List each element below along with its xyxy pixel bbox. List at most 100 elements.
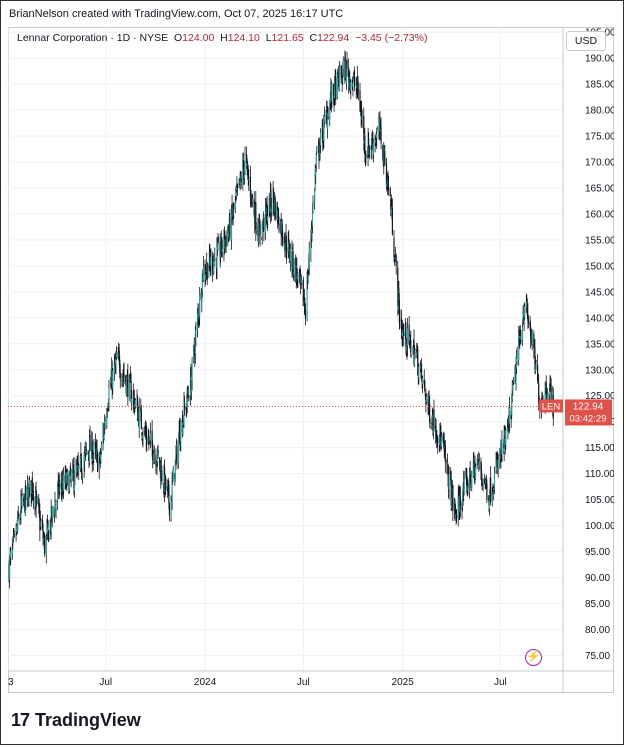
candle-body (357, 89, 359, 92)
low-label: L (265, 32, 272, 44)
candle-body (15, 534, 17, 536)
candle-body (151, 430, 153, 447)
currency-button[interactable]: USD (566, 31, 606, 51)
candle-body (408, 324, 410, 344)
candle-body (482, 481, 484, 483)
candle-body (220, 252, 222, 258)
candle-body (123, 373, 125, 377)
footer-brand: 17 TradingView (11, 710, 141, 731)
candle-body (413, 340, 415, 364)
candle-body (253, 199, 255, 215)
candle-body (42, 531, 44, 540)
candle-body (544, 386, 546, 403)
candle-body (142, 435, 144, 439)
candle-body (399, 320, 401, 322)
candle-body (208, 268, 210, 278)
candle-body (225, 235, 227, 247)
candle-body (387, 175, 389, 190)
candle-body (13, 532, 16, 535)
candle-body (38, 498, 40, 507)
candle-body (161, 470, 163, 481)
candle-body (195, 329, 197, 338)
candle-body (131, 398, 133, 403)
candle-body (454, 511, 457, 515)
candle-body (364, 135, 366, 153)
candle-body (119, 372, 121, 379)
candle-body (132, 394, 134, 402)
candle-body (152, 444, 154, 461)
candle-body (95, 448, 98, 456)
candle-body (44, 535, 46, 555)
candle-body (45, 535, 47, 555)
candle-body (292, 250, 294, 273)
candle-body (375, 141, 377, 143)
candle-body (55, 502, 57, 508)
candle-body (204, 264, 206, 276)
candle-body (474, 467, 477, 479)
candle-body (240, 178, 242, 183)
candle-body (365, 154, 367, 158)
candle-body (549, 385, 551, 388)
symbol-legend[interactable]: Lennar Corporation · 1D · NYSE O124.00 H… (17, 32, 427, 44)
candle-body (31, 478, 33, 493)
candle-body (342, 60, 344, 69)
candle-body (217, 242, 219, 249)
candle-body (406, 328, 409, 346)
candle-body (323, 116, 325, 122)
candle-body (369, 146, 371, 150)
candle-body (450, 470, 452, 480)
candle-body (171, 481, 173, 501)
candle-body (393, 237, 395, 258)
price-chart[interactable]: 75.00 80.00 85.00 90.00 95.00 100.00 105.00 110… (8, 27, 614, 693)
candle-body (96, 449, 98, 451)
candle-body (112, 370, 114, 389)
candle-body (26, 485, 29, 497)
candle-body (38, 507, 40, 514)
candle-body (251, 194, 253, 199)
candle-body (306, 278, 308, 320)
candle-body (352, 82, 354, 87)
candle-body (508, 407, 511, 424)
candle-body (538, 383, 540, 403)
candle-body (492, 490, 494, 493)
candle-body (447, 464, 449, 476)
candle-body (398, 288, 400, 303)
candle-body (293, 258, 295, 273)
candle-body (297, 272, 299, 280)
candle-body (155, 454, 157, 467)
candle-body (390, 199, 392, 209)
high-label: H (220, 32, 228, 44)
candle-body (69, 468, 71, 474)
candle-body (352, 77, 355, 81)
candle-body (138, 407, 140, 430)
x-tick-label: Jul (494, 677, 507, 688)
candle-body (465, 474, 467, 479)
price-tag: 122.94 (573, 401, 604, 412)
candle-body (179, 442, 181, 447)
candle-body (484, 477, 486, 484)
candle-body (106, 410, 108, 413)
candle-body (355, 86, 357, 89)
candle-body (115, 358, 117, 364)
y-tick-label: 180.00 (585, 106, 614, 117)
candle-body (109, 385, 112, 387)
candle-body (492, 491, 494, 493)
candle-body (304, 307, 306, 309)
lightning-icon[interactable]: ⚡ (525, 649, 542, 666)
candle-body (357, 76, 359, 92)
candle-body (28, 480, 31, 488)
candle-body (87, 452, 90, 454)
candle-body (361, 117, 363, 120)
candle-body (118, 350, 120, 359)
candle-body (251, 198, 254, 203)
candle-body (93, 444, 95, 454)
candle-body (384, 150, 386, 164)
candle-body (319, 146, 321, 155)
candle-body (469, 468, 471, 482)
candle-body (529, 322, 531, 327)
candle-body (519, 335, 521, 340)
candle-body (17, 511, 19, 519)
candle-body (484, 486, 486, 488)
candle-body (257, 226, 259, 237)
candle-body (341, 77, 343, 82)
